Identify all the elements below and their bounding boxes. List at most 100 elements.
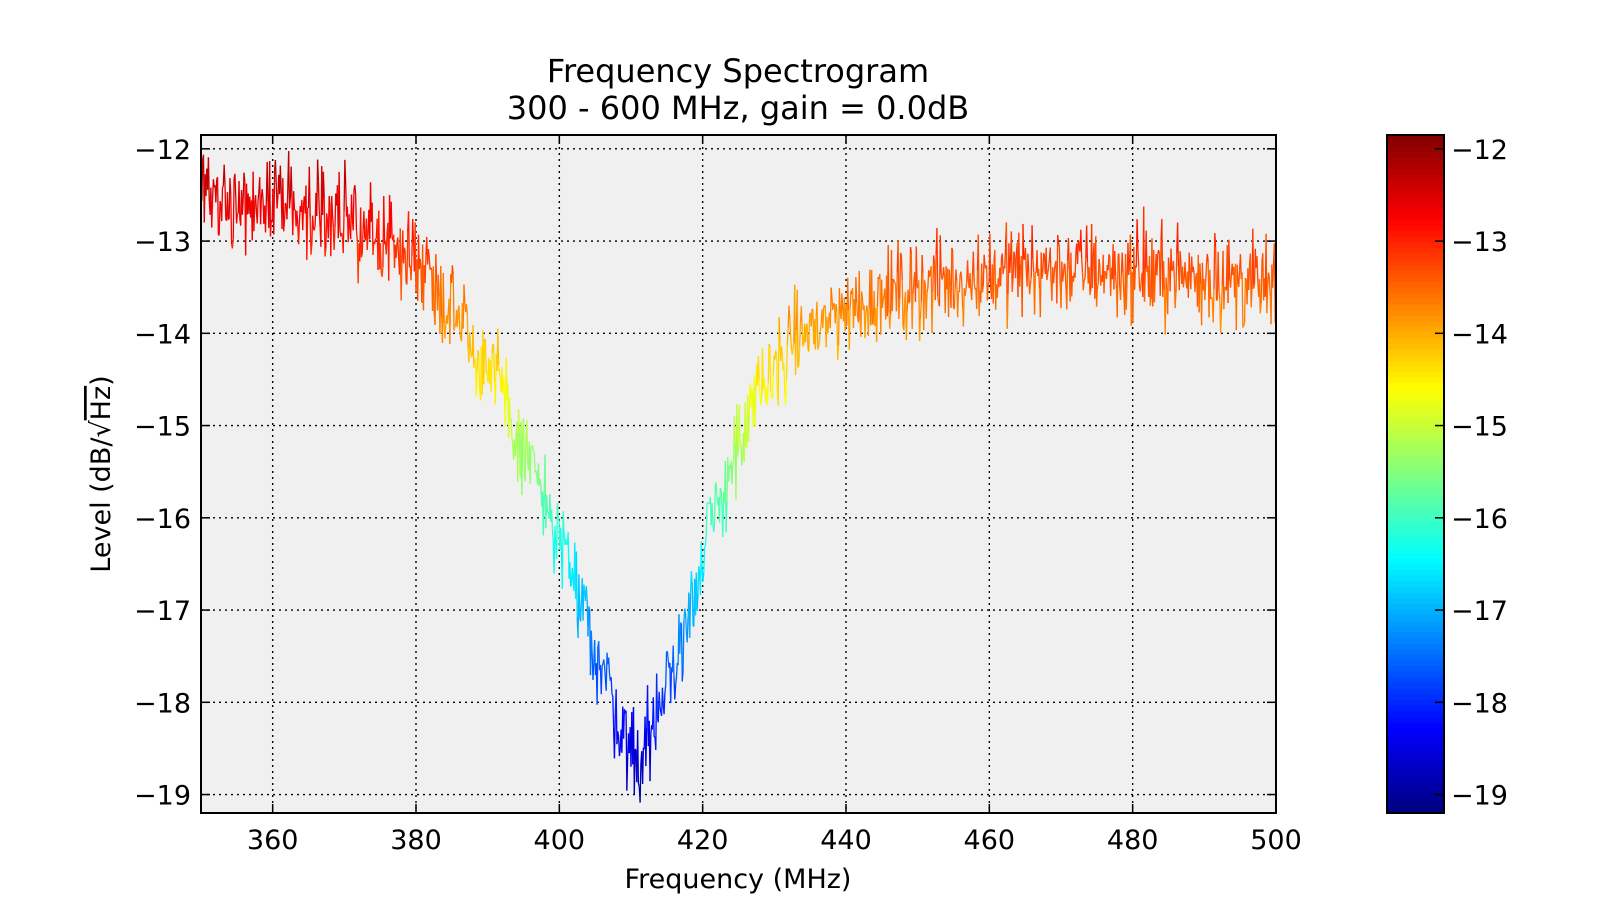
colorbar-segment: [1387, 451, 1444, 458]
trace-segment: [235, 213, 239, 224]
trace-segment: [526, 420, 529, 461]
trace-segment: [894, 282, 897, 285]
trace-segment: [751, 387, 754, 396]
trace-segment: [390, 201, 393, 236]
trace-segment: [697, 566, 700, 594]
trace-segment: [1252, 228, 1255, 289]
trace-segment: [1212, 289, 1215, 323]
colorbar-segment: [1387, 428, 1444, 436]
trace-segment: [585, 586, 588, 601]
trace-segment: [908, 301, 911, 304]
trace-segment: [892, 278, 895, 281]
trace-segment: [328, 195, 331, 207]
y-tick-label: −17: [134, 596, 191, 627]
trace-segment: [1214, 233, 1217, 248]
trace-segment: [1219, 312, 1223, 333]
trace-segment: [691, 582, 694, 626]
trace-segment: [477, 350, 480, 356]
trace-segment: [451, 265, 454, 275]
colorbar-segment: [1387, 361, 1444, 368]
colorbar-segment: [1387, 440, 1444, 447]
trace-segment: [582, 584, 585, 621]
trace-segment: [800, 306, 803, 330]
trace-segment: [551, 529, 554, 542]
trace-segment: [1028, 284, 1032, 295]
trace-segment: [1138, 266, 1141, 289]
trace-segment: [867, 308, 870, 337]
trace-segment: [1027, 253, 1030, 273]
trace-segment: [1143, 268, 1146, 302]
trace-segment: [1114, 251, 1117, 275]
trace-segment: [1133, 265, 1137, 290]
trace-segment: [253, 203, 256, 232]
trace-segment: [236, 212, 239, 215]
trace-segment: [344, 159, 347, 186]
trace-segment: [889, 313, 892, 329]
y-axis-label: Level (dB/√Hz): [86, 375, 117, 572]
colorbar-segment: [1387, 135, 1444, 142]
trace-segment: [684, 613, 688, 632]
colorbar-segment: [1387, 366, 1444, 374]
y-tick-label: −14: [134, 319, 191, 350]
trace-segment: [1248, 265, 1251, 290]
trace-segment: [909, 247, 912, 254]
colorbar-segment: [1387, 281, 1444, 289]
trace-segment: [915, 246, 918, 287]
trace-segment: [1091, 256, 1094, 289]
trace-segment: [770, 392, 773, 398]
trace-segment: [719, 487, 722, 490]
trace-segment: [926, 287, 929, 293]
trace-segment: [1121, 252, 1124, 273]
trace-segment: [1184, 262, 1187, 281]
trace-segment: [1083, 278, 1086, 281]
x-tick-label: 500: [1250, 825, 1302, 856]
trace-segment: [1119, 274, 1123, 300]
trace-segment: [633, 749, 636, 795]
x-tick-label: 400: [534, 825, 586, 856]
trace-segment: [1006, 294, 1009, 329]
trace-segment: [784, 378, 788, 405]
trace-segment: [788, 305, 791, 319]
trace-segment: [254, 195, 258, 212]
trace-segment: [238, 181, 241, 219]
trace-segment: [1088, 267, 1091, 296]
trace-segment: [1049, 247, 1052, 283]
trace-segment: [837, 345, 840, 361]
trace-segment: [664, 685, 667, 694]
trace-segment: [279, 165, 282, 192]
trace-segment: [497, 328, 500, 366]
trace-segment: [511, 438, 514, 444]
trace-segment: [618, 748, 621, 757]
trace-segment: [832, 303, 835, 311]
trace-segment: [385, 234, 388, 255]
trace-segment: [1128, 263, 1131, 275]
trace-segment: [778, 317, 781, 340]
trace-segment: [663, 692, 666, 715]
trace-segment: [665, 651, 668, 686]
trace-segment: [317, 181, 320, 211]
trace-segment: [492, 344, 495, 347]
trace-segment: [928, 271, 931, 277]
trace-segment: [713, 523, 716, 533]
trace-segment: [493, 346, 496, 382]
colorbar-tick-label: −12: [1451, 135, 1508, 166]
trace-segment: [1217, 251, 1220, 290]
trace-segment: [430, 267, 433, 270]
trace-segment: [600, 666, 603, 695]
trace-segment: [736, 404, 739, 457]
trace-segment: [811, 308, 814, 312]
x-tick-label: 380: [390, 825, 442, 856]
trace-segment: [794, 330, 798, 375]
trace-segment: [727, 465, 731, 482]
trace-segment: [348, 214, 351, 230]
x-axis: 360 380 400 420 440 460 480 500: [247, 135, 1302, 856]
trace-segment: [340, 232, 344, 237]
colorbar-segment: [1387, 434, 1444, 441]
colorbar-segment: [1387, 270, 1444, 278]
trace-segment: [508, 397, 511, 421]
trace-segment: [530, 445, 533, 448]
trace-segment: [841, 293, 844, 310]
trace-segment: [704, 544, 707, 548]
colorbar-tick-label: −19: [1451, 781, 1508, 812]
colorbar-segment: [1387, 338, 1444, 345]
